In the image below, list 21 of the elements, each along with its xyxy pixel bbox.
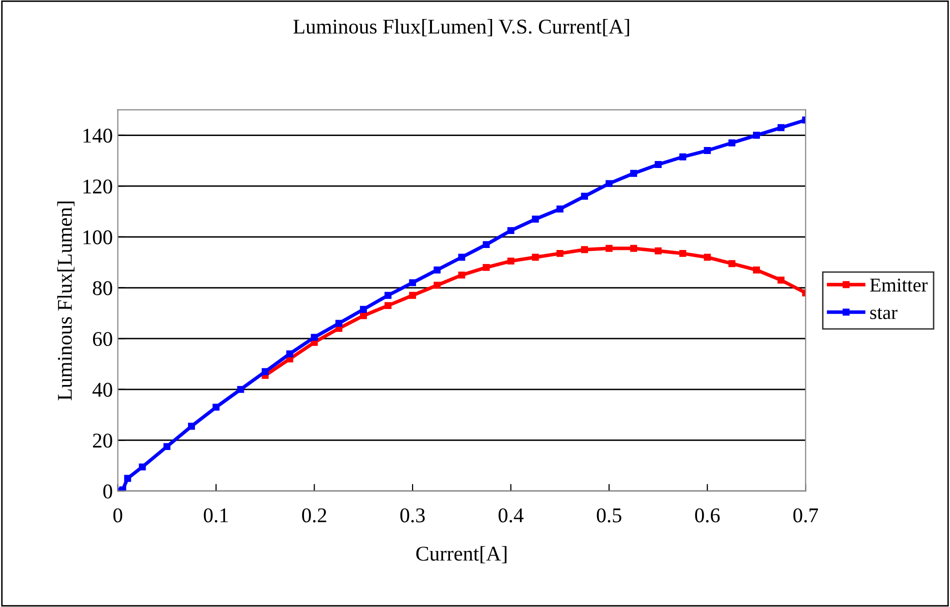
y-tick-label: 40	[92, 382, 112, 397]
x-tick-label: 0.7	[793, 508, 818, 522]
y-tick-label: 140	[84, 128, 112, 143]
x-tick-label: 0.2	[302, 508, 326, 522]
y-tick-label: 20	[93, 434, 112, 448]
x-tick-label: 0.6	[695, 508, 720, 522]
y-tick-label: 0	[103, 484, 112, 498]
y-tick-label: 60	[93, 332, 112, 346]
y-axis-title: Luminous Flux[Lumen]	[57, 202, 74, 400]
x-axis-title: Current[A]	[416, 546, 506, 564]
x-tick-label: 0.4	[498, 508, 524, 522]
chart-title: Luminous Flux[Lumen] V.S. Current[A]	[293, 19, 630, 36]
legend-label: star	[870, 308, 898, 320]
x-tick-label: 0.5	[596, 508, 622, 522]
y-tick-label: 80	[92, 281, 112, 296]
y-tick-label: 100	[84, 230, 112, 244]
x-tick-label: 0.3	[400, 508, 425, 522]
x-tick-label: 0	[113, 508, 122, 522]
legend-label: Emitter	[870, 278, 928, 292]
x-tick-label: 0.1	[204, 508, 228, 522]
y-tick-label: 120	[84, 179, 112, 194]
